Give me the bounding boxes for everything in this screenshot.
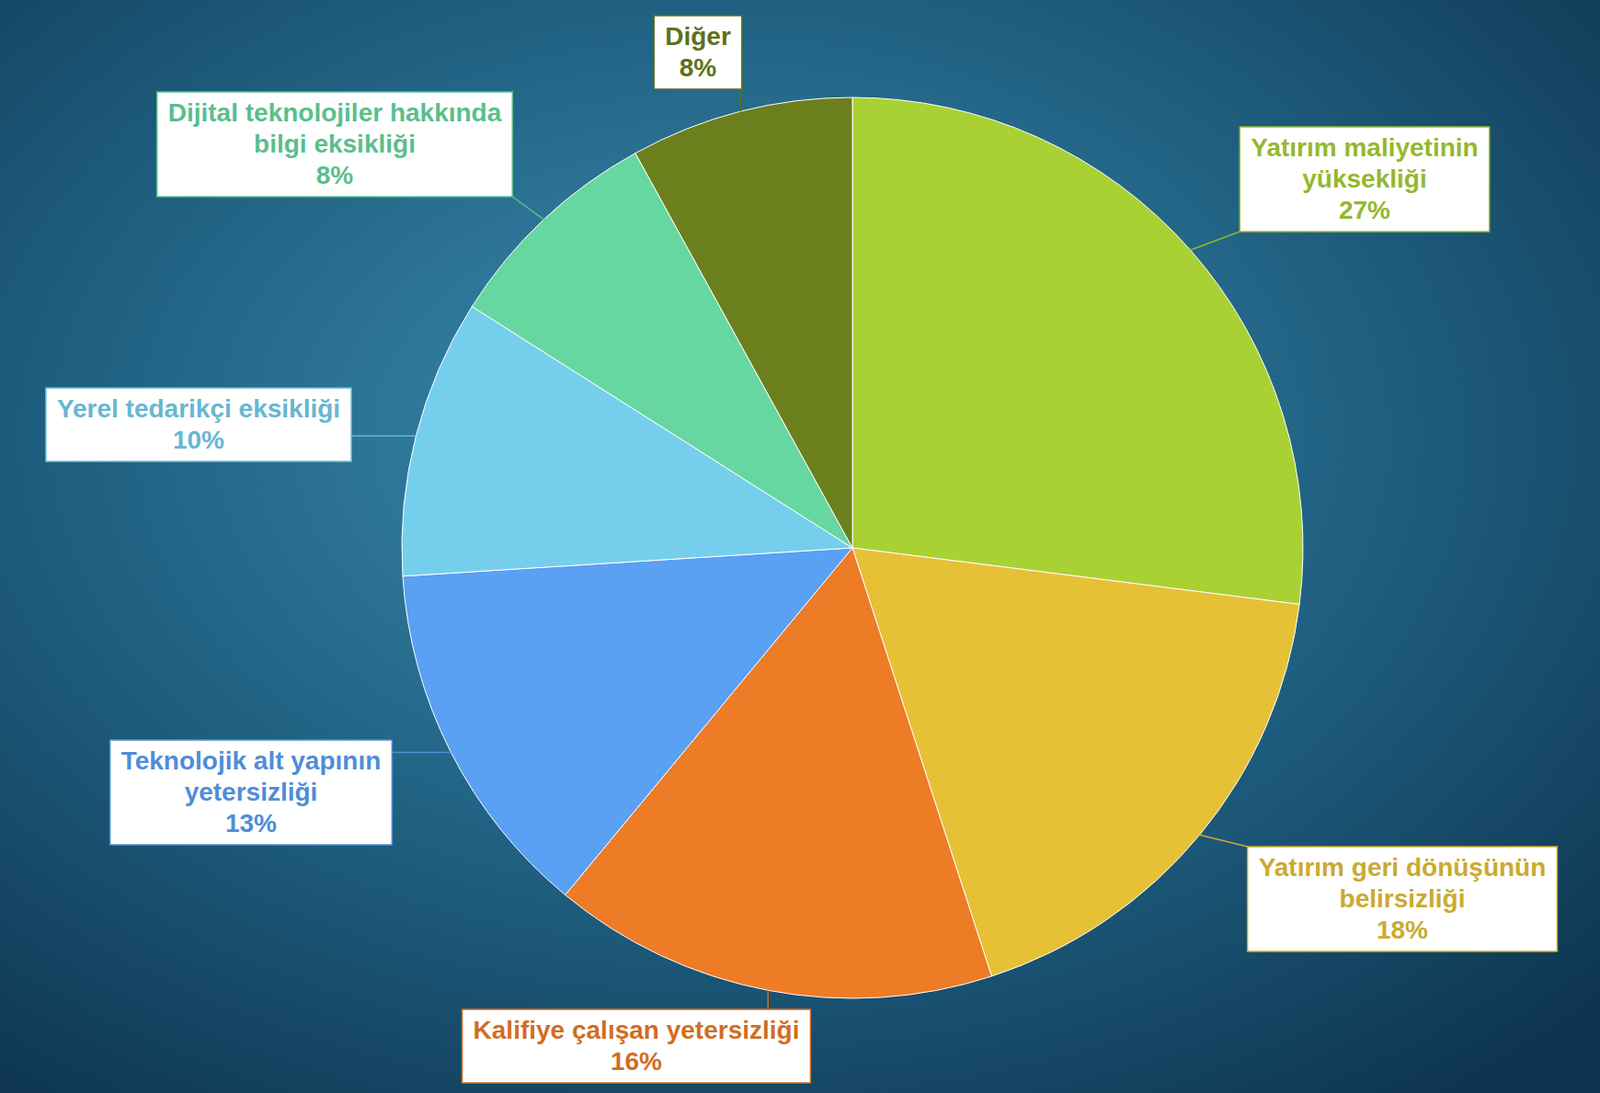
label-line: Yatırım maliyetinin xyxy=(1250,133,1478,162)
chart: Yatırım maliyetininyüksekliği27%Yatırım … xyxy=(0,0,1600,1093)
label-line: Teknolojik alt yapının xyxy=(121,746,382,776)
label-line: Yatırım geri dönüşünün xyxy=(1258,853,1547,882)
callout-box xyxy=(110,740,393,846)
callout: Kalifiye çalışan yetersizliği16% xyxy=(462,1009,812,1084)
category-label: Yerel tedarikçi eksikliği xyxy=(57,394,341,423)
callout-box xyxy=(1239,126,1489,232)
label-line: yetersizliği xyxy=(184,777,319,807)
pie-slice xyxy=(635,97,853,549)
value-label: 18% xyxy=(1376,915,1429,945)
callout-box xyxy=(1247,846,1558,952)
leader-line xyxy=(739,89,742,112)
category-label: Kalifiye çalışan yetersizliği xyxy=(473,1016,800,1045)
leader-line xyxy=(766,990,769,1010)
callout-box xyxy=(653,15,743,90)
category-label: Teknolojik alt yapınınyetersizliği xyxy=(121,746,382,807)
category-label: Yatırım geri dönüşününbelirsizliği xyxy=(1258,853,1547,914)
label-line: Kalifiye çalışan yetersizliği xyxy=(473,1016,800,1045)
label-line: Yerel tedarikçi eksikliği xyxy=(57,394,341,423)
callout: Yerel tedarikçi eksikliği10% xyxy=(45,388,352,462)
value-label: 13% xyxy=(225,809,277,838)
callout: Yatırım geri dönüşününbelirsizliği18% xyxy=(1247,846,1558,952)
label-line: Diğer xyxy=(664,22,732,51)
callout: Dijital teknolojiler hakkındabilgi eksik… xyxy=(157,91,514,197)
callout-box xyxy=(45,388,352,462)
leader-line xyxy=(391,752,451,755)
value-label: 16% xyxy=(610,1047,663,1076)
value-label: 8% xyxy=(679,53,718,82)
pie-slice xyxy=(402,548,853,896)
pie-slice xyxy=(852,97,1303,605)
value-label: 27% xyxy=(1338,195,1391,225)
callout: Yatırım maliyetininyüksekliği27% xyxy=(1239,126,1489,232)
category-label: Yatırım maliyetininyüksekliği xyxy=(1250,133,1478,194)
label-line: yüksekliği xyxy=(1302,164,1427,194)
callout: Diğer8% xyxy=(653,15,743,90)
leader-line xyxy=(1200,834,1248,847)
label-line: bilgi eksikliği xyxy=(253,129,416,159)
pie xyxy=(401,97,1303,999)
value-label: 8% xyxy=(316,160,355,190)
callout-box xyxy=(462,1009,812,1084)
label-line: Dijital teknolojiler hakkında xyxy=(168,98,503,127)
leader-line xyxy=(1190,231,1241,251)
leader-line xyxy=(351,434,416,437)
background xyxy=(0,0,1600,1093)
value-label: 10% xyxy=(172,425,225,455)
labels: Yatırım maliyetininyüksekliği27%Yatırım … xyxy=(45,15,1557,1084)
category-label: Dijital teknolojiler hakkındabilgi eksik… xyxy=(168,98,503,159)
leader-line xyxy=(512,196,544,220)
callout-box xyxy=(157,91,514,197)
label-line: belirsizliği xyxy=(1339,884,1466,914)
category-label: Diğer xyxy=(664,22,732,51)
callout: Teknolojik alt yapınınyetersizliği13% xyxy=(110,740,393,846)
